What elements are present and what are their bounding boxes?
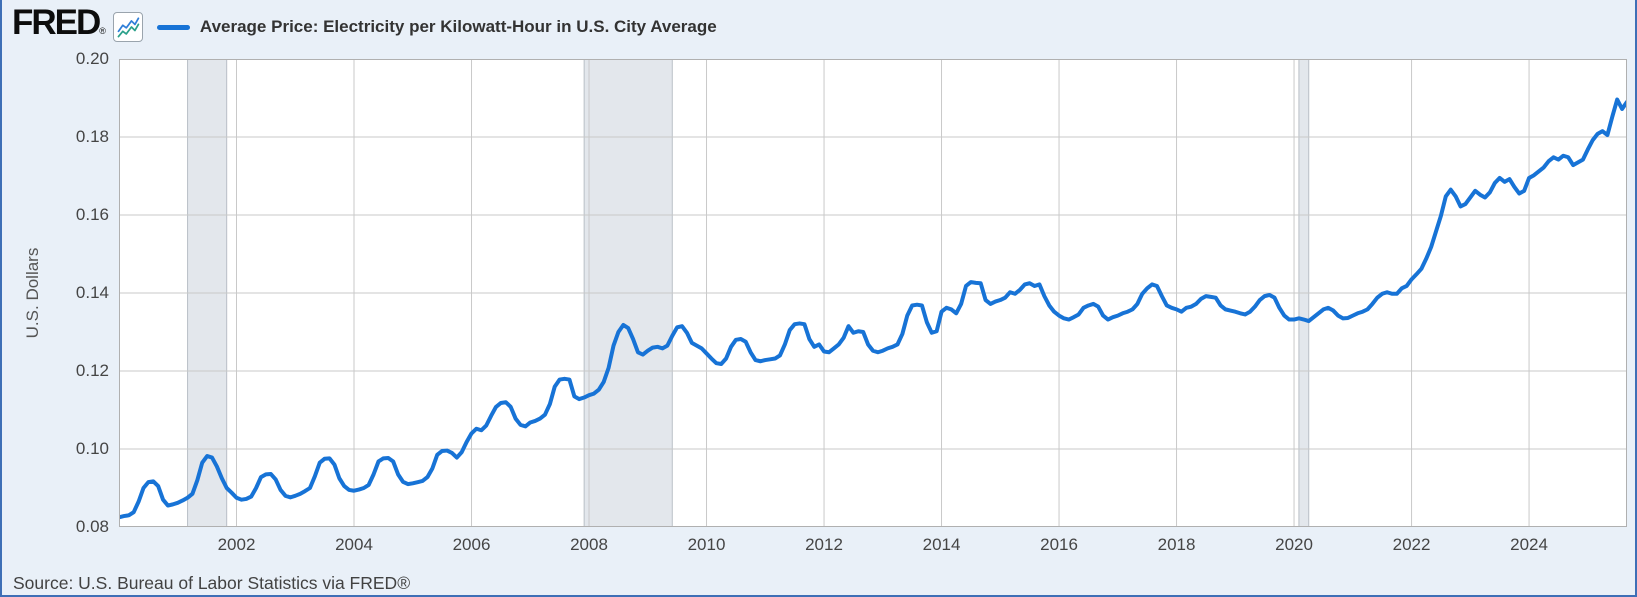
legend-series-label: Average Price: Electricity per Kilowatt-… bbox=[199, 17, 717, 36]
line-chart-plot-area[interactable] bbox=[119, 59, 1627, 527]
chart-header: FRED® Average Price: Electricity per Kil… bbox=[12, 5, 717, 49]
y-axis-tick-label: 0.20 bbox=[75, 49, 109, 68]
x-axis-tick-label: 2002 bbox=[217, 535, 256, 554]
y-axis-tick-label: 0.10 bbox=[75, 439, 109, 458]
x-axis-tick-label: 2008 bbox=[570, 535, 608, 554]
fred-logo-registered-mark: ® bbox=[99, 26, 106, 36]
y-axis-tick-label: 0.16 bbox=[75, 205, 109, 224]
x-axis-tick-label: 2004 bbox=[335, 535, 373, 554]
chart-legend: Average Price: Electricity per Kilowatt-… bbox=[156, 17, 717, 37]
fred-logo-text: FRED bbox=[12, 3, 101, 42]
data-line-series bbox=[119, 97, 1627, 520]
x-axis-tick-label: 2006 bbox=[452, 535, 491, 554]
y-axis-tick-label: 0.12 bbox=[75, 361, 109, 380]
x-axis-tick-label: 2016 bbox=[1040, 535, 1078, 554]
x-axis-tick-label: 2022 bbox=[1392, 535, 1431, 554]
plot-border bbox=[119, 59, 1627, 527]
legend-line-swatch bbox=[156, 24, 190, 30]
x-axis-tick-label: 2018 bbox=[1157, 535, 1196, 554]
y-axis-tick-label: 0.08 bbox=[75, 517, 109, 536]
x-axis-tick-label: 2020 bbox=[1275, 535, 1313, 554]
y-axis-tick-label: 0.14 bbox=[75, 283, 109, 302]
fred-sparkline-icon bbox=[112, 12, 143, 42]
x-axis-tick-label: 2012 bbox=[805, 535, 843, 554]
y-axis-tick-label: 0.18 bbox=[75, 127, 109, 146]
x-axis-tick-label: 2024 bbox=[1510, 535, 1548, 554]
x-axis-tick-label: 2010 bbox=[687, 535, 726, 554]
source-attribution: Source: U.S. Bureau of Labor Statistics … bbox=[13, 573, 411, 593]
fred-logo[interactable]: FRED® bbox=[12, 5, 106, 49]
x-axis-tick-label: 2014 bbox=[922, 535, 961, 554]
